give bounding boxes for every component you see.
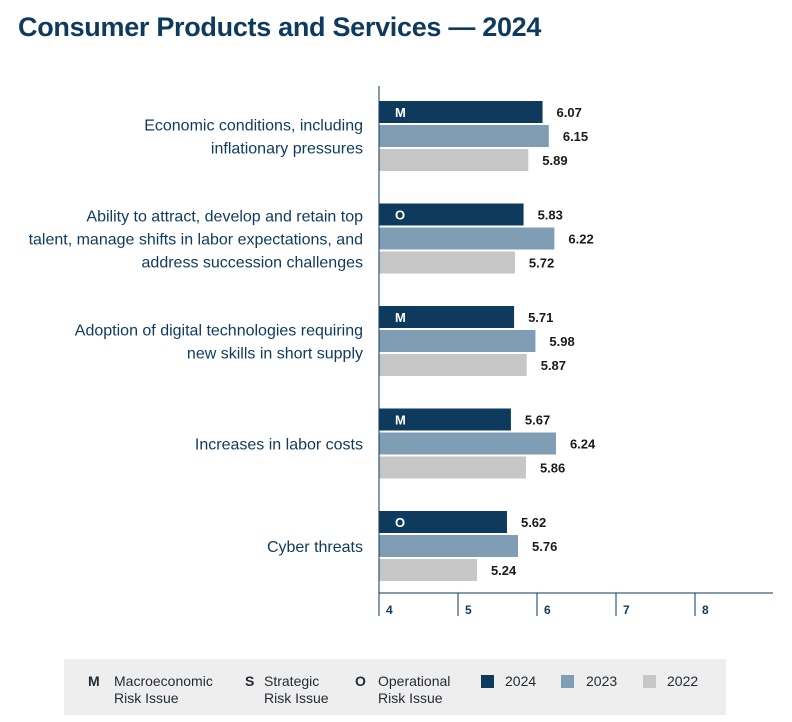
legend-label-2023: 2023 <box>586 673 618 689</box>
data-label-2022-cat2: 5.72 <box>529 256 554 271</box>
data-label-2022-cat4: 5.86 <box>540 461 565 476</box>
data-label-2023-cat5: 5.76 <box>532 539 557 554</box>
category-label-cat2-line1: Ability to attract, develop and retain t… <box>86 209 363 226</box>
x-tick-label-5: 5 <box>465 603 472 617</box>
bar-2024-cat5 <box>379 511 507 533</box>
legend-operational-key: O <box>355 673 366 689</box>
legend-swatch-2023 <box>561 675 574 688</box>
risk-tag-cat1: M <box>395 105 406 120</box>
bar-2024-cat3 <box>379 306 515 328</box>
chart-title: Consumer Products and Services — 2024 <box>18 12 542 42</box>
bar-2023-cat1 <box>379 125 549 147</box>
x-tick-label-4: 4 <box>386 603 393 617</box>
legend: M Macroeconomic Risk Issue S Strategic R… <box>64 659 726 715</box>
legend-macro-line2: Risk Issue <box>114 690 179 706</box>
bar-chart: 6.07 6.15 5.89 M Economic conditions, includ… <box>29 86 773 617</box>
risk-tag-cat5: O <box>395 515 405 530</box>
bar-2023-cat5 <box>379 535 519 557</box>
bar-2024-cat2 <box>379 203 524 226</box>
bar-2022-cat1 <box>379 149 529 171</box>
category-label-cat5-line1: Cyber threats <box>267 539 363 556</box>
legend-swatch-2022 <box>643 675 656 688</box>
data-label-2024-cat4: 5.67 <box>525 413 550 428</box>
bar-2023-cat3 <box>379 330 536 352</box>
legend-macro-key: M <box>88 673 100 689</box>
data-label-2023-cat3: 5.98 <box>549 334 574 349</box>
bar-2023-cat2 <box>379 227 555 250</box>
data-label-2024-cat1: 6.07 <box>557 105 582 120</box>
bar-2024-cat1 <box>379 101 543 123</box>
x-tick-label-8: 8 <box>702 603 709 617</box>
legend-operational-line2: Risk Issue <box>378 690 443 706</box>
legend-operational-line1: Operational <box>378 673 451 689</box>
x-tick-label-7: 7 <box>623 603 630 617</box>
legend-strategic-line2: Risk Issue <box>264 690 329 706</box>
data-label-2023-cat4: 6.24 <box>570 437 596 452</box>
risk-tag-cat2: O <box>395 208 405 223</box>
category-label-cat1-line1: Economic conditions, including <box>144 118 363 135</box>
legend-strategic-line1: Strategic <box>264 673 320 689</box>
bar-2022-cat5 <box>379 559 477 581</box>
legend-strategic-key: S <box>245 673 255 689</box>
risk-tag-cat3: M <box>395 310 406 325</box>
category-label-cat2-line2: talent, manage shifts in labor expectati… <box>29 232 363 249</box>
legend-swatch-2024 <box>481 675 494 688</box>
x-tick-label-6: 6 <box>544 603 551 617</box>
category-label-cat1-line2: inflationary pressures <box>211 141 363 158</box>
bar-2024-cat4 <box>379 408 511 431</box>
data-label-2024-cat2: 5.83 <box>538 208 563 223</box>
legend-label-2024: 2024 <box>505 673 537 689</box>
data-label-2023-cat1: 6.15 <box>563 129 588 144</box>
data-label-2024-cat3: 5.71 <box>528 310 553 325</box>
data-label-2022-cat3: 5.87 <box>541 358 566 373</box>
bar-2022-cat3 <box>379 354 527 376</box>
category-label-cat3-line1: Adoption of digital technologies requiri… <box>75 323 363 340</box>
bar-2022-cat4 <box>379 456 526 479</box>
category-label-cat2-line3: address succession challenges <box>142 255 363 272</box>
category-label-cat3-line2: new skills in short supply <box>187 346 363 363</box>
bar-2022-cat2 <box>379 251 515 274</box>
bar-2023-cat4 <box>379 432 556 455</box>
data-label-2024-cat5: 5.62 <box>521 515 546 530</box>
legend-label-2022: 2022 <box>667 673 699 689</box>
risk-tag-cat4: M <box>395 413 406 428</box>
category-label-cat4-line1: Increases in labor costs <box>195 437 363 454</box>
data-label-2022-cat5: 5.24 <box>491 563 517 578</box>
data-label-2022-cat1: 5.89 <box>542 153 567 168</box>
data-label-2023-cat2: 6.22 <box>568 232 593 247</box>
legend-macro-line1: Macroeconomic <box>114 673 213 689</box>
